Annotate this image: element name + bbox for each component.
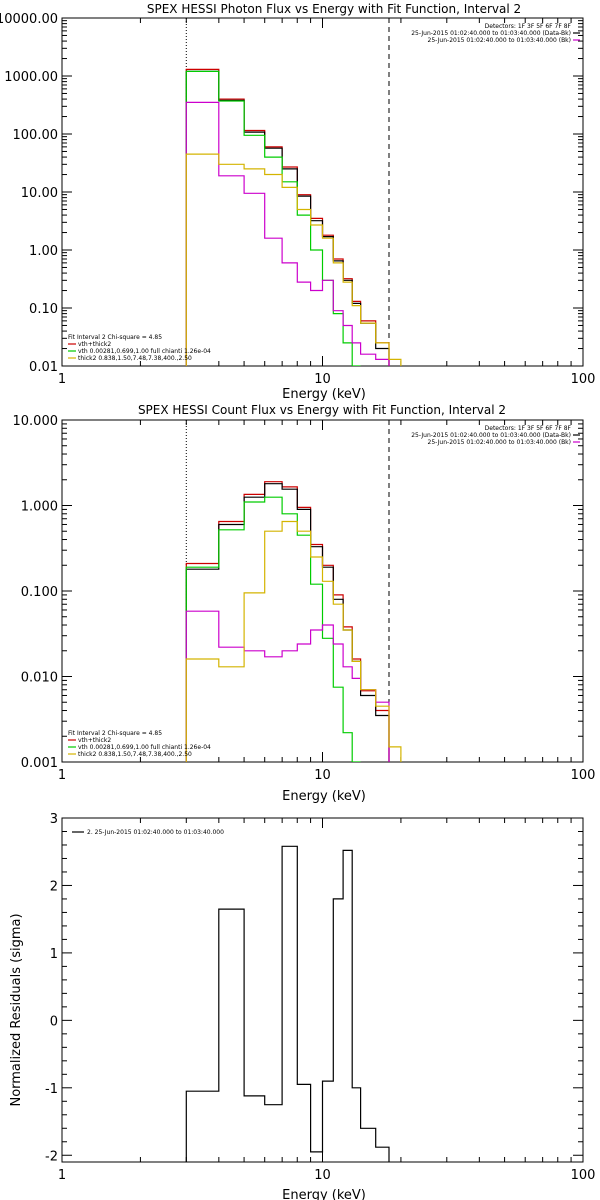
legend-entry: vth+thick2 — [78, 737, 111, 744]
x-tick-label: 1 — [58, 1168, 66, 1183]
x-axis-label: Energy (keV) — [282, 387, 366, 402]
legend-entry: Detectors: 1F 3F 5F 6F 7F 8F — [485, 425, 572, 432]
plot-frame — [61, 17, 584, 367]
legend-entry: thick2 0.838,1.50,7.48,7.38,400.,2.50 — [78, 751, 192, 758]
y-tick-label: 0.10 — [29, 302, 58, 317]
series-vth+thick2 — [185, 481, 390, 762]
series-vth — [185, 70, 361, 366]
y-tick-label: 100.00 — [13, 128, 59, 143]
legend-entry: 2. 25-Jun-2015 01:02:40.000 to 01:03:40.… — [87, 829, 224, 836]
series-data — [185, 70, 390, 366]
x-tick-label: 100 — [571, 1168, 596, 1183]
chart-title: SPEX HESSI Photon Flux vs Energy with Fi… — [147, 2, 521, 16]
series-group — [185, 481, 402, 762]
y-tick-label: 0 — [50, 1014, 58, 1029]
y-tick-label: 10.000 — [13, 414, 59, 429]
y-tick-label: 1.000 — [21, 500, 58, 515]
legend-entry: vth 0.00281,0.699,1.00 full chianti 1.26… — [78, 744, 211, 751]
legend-entry: Fit Interval 2 Chi-square = 4.85 — [68, 334, 162, 341]
x-tick-label: 1 — [58, 768, 66, 783]
legend-entry: 25-Jun-2015 01:02:40.000 to 01:03:40.000… — [428, 439, 571, 446]
series-bpow — [185, 610, 390, 762]
x-tick-label: 10 — [314, 768, 331, 783]
residuals-panel: Energy (keV) Normalized Residuals (sigma… — [9, 812, 595, 1200]
x-axis-label: Energy (keV) — [282, 789, 366, 804]
series-bpow — [185, 101, 390, 366]
x-axis: 1 10 100 — [58, 818, 596, 1183]
y-axis-label: Normalized Residuals (sigma) — [9, 913, 24, 1106]
y-tick-label: 0.01 — [29, 360, 58, 375]
legend-entry: Detectors: 1F 3F 5F 6F 7F 8F — [485, 23, 572, 30]
y-axis: 10.000 1.000 0.100 0.010 0.001 — [13, 414, 583, 771]
x-tick-label: 1 — [58, 372, 66, 387]
y-tick-label: 10.00 — [21, 186, 58, 201]
legend-top: Detectors: 1F 3F 5F 6F 7F 8F25-Jun-2015 … — [411, 425, 580, 446]
legend-top-left: 2. 25-Jun-2015 01:02:40.000 to 01:03:40.… — [72, 829, 224, 836]
legend-entry: 25-Jun-2015 01:02:40.000 to 01:03:40.000… — [411, 432, 571, 439]
y-tick-label: 0.100 — [21, 585, 58, 600]
series-vth — [185, 496, 361, 762]
y-tick-label: -2 — [45, 1149, 58, 1164]
x-axis: 1 10 100 — [58, 18, 596, 387]
x-tick-label: 100 — [571, 768, 596, 783]
legend-entry: vth+thick2 — [78, 341, 111, 348]
y-tick-label: -1 — [45, 1082, 58, 1097]
x-tick-label: 10 — [314, 372, 331, 387]
series-data — [185, 845, 390, 1162]
x-tick-label: 10 — [314, 1168, 331, 1183]
x-tick-label: 100 — [571, 372, 596, 387]
series-vth+thick2 — [185, 68, 390, 366]
legend-top: Detectors: 1F 3F 5F 6F 7F 8F25-Jun-2015 … — [411, 23, 580, 44]
x-axis: 1 10 100 — [58, 420, 596, 783]
photon-flux-panel: SPEX HESSI Photon Flux vs Energy with Fi… — [0, 2, 595, 402]
legend-entry: 25-Jun-2015 01:02:40.000 to 01:03:40.000… — [428, 37, 571, 44]
series-group — [185, 845, 390, 1162]
count-flux-panel: SPEX HESSI Count Flux vs Energy with Fit… — [13, 403, 596, 804]
y-tick-label: 1000.00 — [4, 70, 58, 85]
chart-title: SPEX HESSI Count Flux vs Energy with Fit… — [138, 403, 506, 417]
y-tick-label: 10000.00 — [0, 12, 58, 27]
y-axis: 3 2 1 0 -1 -2 — [45, 812, 583, 1164]
series-thick2 — [185, 520, 402, 762]
series-thick2 — [185, 153, 402, 366]
y-tick-label: 1.00 — [29, 244, 58, 259]
legend-entry: thick2 0.838,1.50,7.48,7.38,400.,2.50 — [78, 355, 192, 362]
y-tick-label: 2 — [50, 879, 58, 894]
y-tick-label: 0.001 — [21, 756, 58, 771]
y-tick-label: 1 — [50, 947, 58, 962]
legend-entry: vth 0.00281,0.699,1.00 full chianti 1.26… — [78, 348, 211, 355]
legend-bottom: Fit Interval 2 Chi-square = 4.85vth+thic… — [68, 730, 211, 758]
legend-entry: Fit Interval 2 Chi-square = 4.85 — [68, 730, 162, 737]
legend-entry: 25-Jun-2015 01:02:40.000 to 01:03:40.000… — [411, 30, 571, 37]
legend-bottom: Fit Interval 2 Chi-square = 4.85vth+thic… — [68, 334, 211, 362]
y-tick-label: 3 — [50, 812, 58, 827]
y-axis: 10000.00 1000.00 100.00 10.00 1.00 0.10 0.01 — [0, 12, 583, 375]
x-axis-label: Energy (keV) — [282, 1188, 366, 1200]
series-group — [185, 68, 402, 366]
y-tick-label: 0.010 — [21, 671, 58, 686]
series-data — [185, 483, 390, 762]
